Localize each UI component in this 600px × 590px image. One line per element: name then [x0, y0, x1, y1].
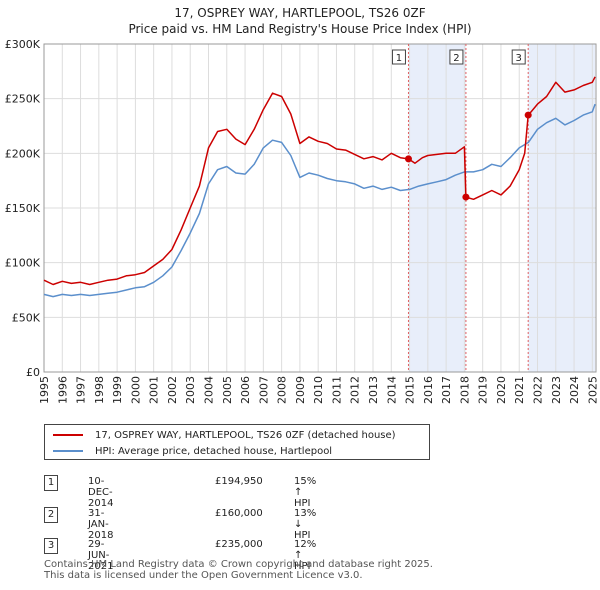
x-tick-label: 2005 — [221, 376, 234, 404]
hpi-line — [43, 103, 596, 298]
x-tick-label: 1997 — [75, 376, 88, 404]
x-tick-label: 2004 — [203, 376, 216, 404]
x-tick-label: 2011 — [330, 376, 343, 404]
property-price-line — [43, 76, 596, 286]
x-tick-label: 2020 — [495, 376, 508, 404]
x-tick-label: 2012 — [349, 376, 362, 404]
legend-swatch-property — [53, 434, 83, 436]
transaction-price: £160,000 — [215, 508, 263, 519]
footer-copyright: Contains HM Land Registry data © Crown c… — [44, 559, 433, 570]
sale-marker-label: 3 — [516, 53, 522, 64]
x-tick-label: 1998 — [93, 376, 106, 404]
x-tick-label: 2001 — [148, 376, 161, 404]
x-tick-label: 2021 — [513, 376, 526, 404]
y-tick-label: £0 — [26, 366, 40, 379]
x-tick-label: 2018 — [458, 376, 471, 404]
transaction-hpi-delta: 13% ↓ HPI — [294, 508, 317, 541]
legend-item-property: 17, OSPREY WAY, HARTLEPOOL, TS26 0ZF (de… — [53, 427, 396, 443]
sale-marker-label: 2 — [453, 53, 459, 64]
x-tick-label: 2025 — [586, 376, 599, 404]
chart-title: 17, OSPREY WAY, HARTLEPOOL, TS26 0ZF — [174, 6, 426, 20]
x-tick-label: 1996 — [56, 376, 69, 404]
x-tick-label: 2023 — [550, 376, 563, 404]
x-tick-label: 1999 — [111, 376, 124, 404]
y-tick-label: £250K — [5, 93, 41, 106]
x-tick-label: 2002 — [166, 376, 179, 404]
legend-swatch-hpi — [53, 450, 83, 452]
x-tick-label: 2019 — [477, 376, 490, 404]
y-tick-label: £300K — [5, 38, 41, 51]
sale-marker-box — [511, 49, 526, 65]
sale-point — [524, 111, 532, 119]
x-tick-label: 2009 — [294, 376, 307, 404]
transaction-date: 31-JAN-2018 — [88, 508, 114, 541]
chart-subtitle: Price paid vs. HM Land Registry's House … — [128, 22, 472, 36]
price-chart: £0 £50K £100K £150K £200K £250K £300K 1995 1996 1… — [5, 38, 600, 404]
transaction-date: 29-JUN-2021 — [88, 539, 114, 572]
legend: 17, OSPREY WAY, HARTLEPOOL, TS26 0ZF (de… — [44, 424, 430, 460]
x-tick-label: 2000 — [129, 376, 142, 404]
x-tick-label: 2022 — [532, 376, 545, 404]
transaction-hpi-delta: 15% ↑ HPI — [294, 476, 317, 509]
x-tick-label: 2003 — [184, 376, 197, 404]
sale-marker-box — [391, 49, 406, 65]
x-tick-label: 2015 — [404, 376, 417, 404]
y-tick-label: £200K — [5, 147, 41, 160]
sale-point — [462, 193, 470, 201]
y-tick-label: £150K — [5, 202, 41, 215]
x-tick-label: 2024 — [568, 376, 581, 404]
sale-marker-label: 1 — [396, 53, 402, 64]
transaction-price: £235,000 — [215, 539, 263, 550]
x-tick-label: 2010 — [312, 376, 325, 404]
sale-point — [404, 155, 412, 163]
transaction-price: £194,950 — [215, 476, 263, 487]
legend-item-hpi: HPI: Average price, detached house, Hart… — [53, 443, 332, 459]
legend-label-hpi: HPI: Average price, detached house, Hart… — [95, 445, 333, 457]
transaction-number: 1 — [44, 475, 58, 491]
x-tick-label: 1995 — [38, 376, 51, 404]
x-tick-label: 2008 — [276, 376, 289, 404]
sale-marker-box — [449, 49, 464, 65]
transaction-number: 2 — [44, 507, 58, 523]
y-tick-label: £50K — [12, 311, 41, 324]
transaction-date: 10-DEC-2014 — [88, 476, 114, 509]
footer: Contains HM Land Registry data © Crown c… — [44, 559, 433, 581]
x-tick-label: 2017 — [440, 376, 453, 404]
legend-label-property: 17, OSPREY WAY, HARTLEPOOL, TS26 0ZF (de… — [95, 429, 396, 441]
plot-border — [43, 43, 597, 373]
footer-licence: This data is licensed under the Open Gov… — [44, 570, 363, 581]
x-tick-label: 2016 — [422, 376, 435, 404]
x-tick-label: 2007 — [257, 376, 270, 404]
x-tick-label: 2006 — [239, 376, 252, 404]
transaction-hpi-delta: 12% ↑ HPI — [294, 539, 317, 572]
transaction-number: 3 — [44, 538, 58, 554]
x-tick-label: 2013 — [367, 376, 380, 404]
y-tick-label: £100K — [5, 257, 41, 270]
x-tick-label: 2014 — [385, 376, 398, 404]
